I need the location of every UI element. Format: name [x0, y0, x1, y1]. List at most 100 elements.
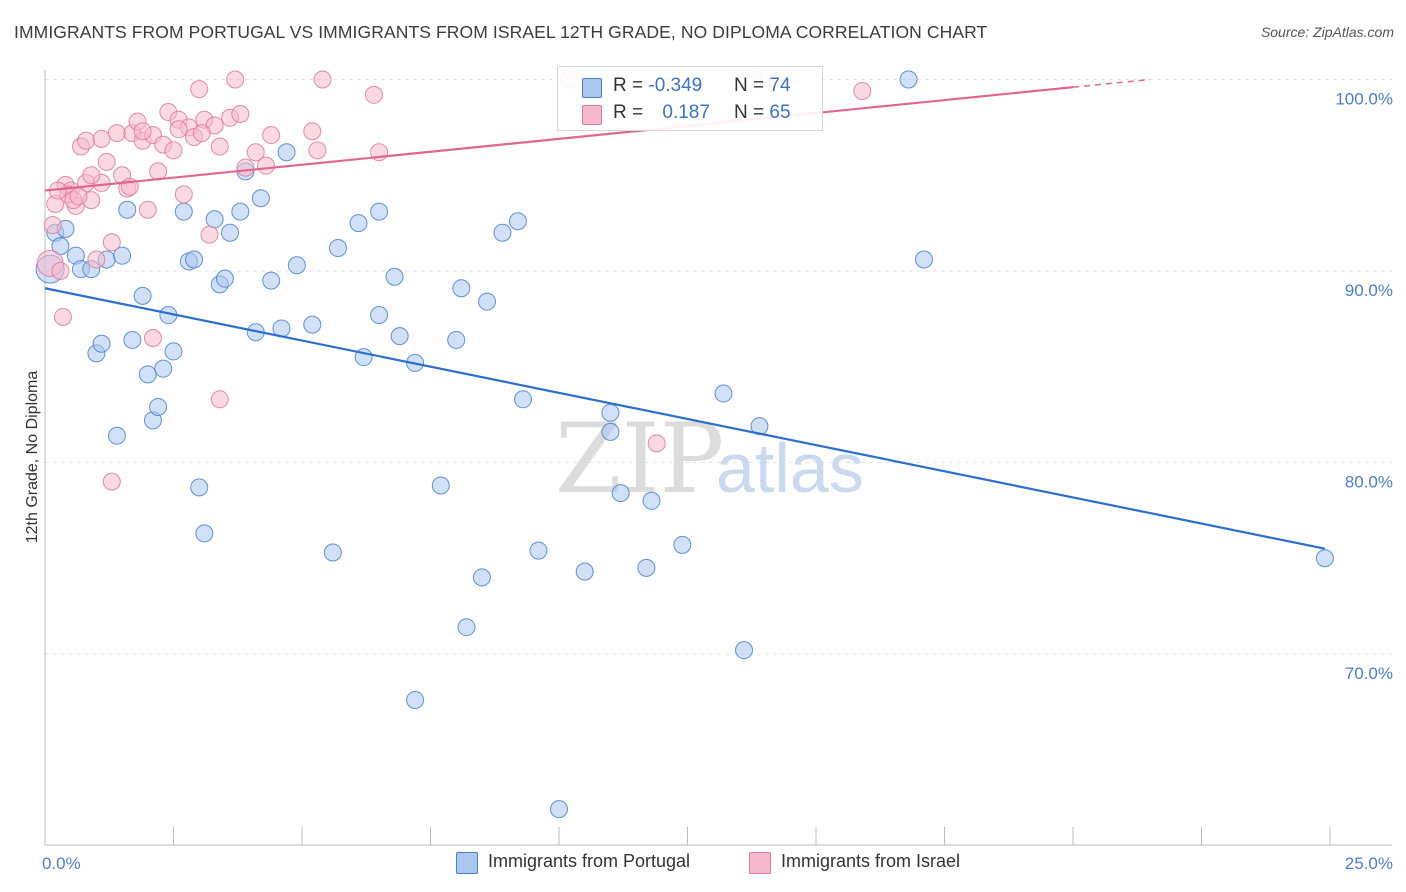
portugal-point-53: [472, 568, 491, 587]
israel-point-54: [102, 472, 121, 491]
chart-title: IMMIGRANTS FROM PORTUGAL VS IMMIGRANTS F…: [14, 22, 988, 42]
israel-point-56: [210, 390, 229, 409]
portugal-point-40: [328, 239, 347, 258]
portugal-point-30: [231, 202, 250, 221]
portugal-point-46: [390, 327, 409, 346]
legend-swatch-portugal: [456, 852, 478, 874]
y-tick-label-2: 80.0%: [1345, 473, 1393, 492]
portugal-point-65: [642, 491, 661, 510]
portugal-point-45: [385, 267, 404, 286]
israel-point-52: [69, 187, 88, 206]
watermark: ZIP atlas: [555, 403, 864, 515]
israel-point-11: [87, 250, 106, 269]
y-tick-label-3: 70.0%: [1345, 664, 1393, 683]
portugal-point-44: [370, 306, 389, 325]
portugal-point-56: [508, 212, 527, 231]
israel-point-22: [138, 200, 157, 219]
portugal-point-24: [190, 478, 209, 497]
legend-label-portugal: Immigrants from Portugal: [488, 851, 691, 871]
portugal-point-21: [174, 202, 193, 221]
israel-point-29: [174, 185, 193, 204]
portugal-point-66: [673, 535, 692, 554]
israel-point-34: [200, 225, 219, 244]
portugal-point-50: [447, 330, 466, 349]
portugal-point-52: [457, 618, 476, 637]
portugal-point-73: [1315, 549, 1334, 568]
israel-point-36: [210, 137, 229, 156]
watermark-zip: ZIP: [555, 403, 724, 515]
x-tick-label-1: 25.0%: [1345, 854, 1393, 873]
trend-line-israel-extension: [1072, 78, 1151, 88]
legend-row-portugal: R = -0.349 N = 74: [558, 75, 822, 103]
israel-point-58: [647, 434, 666, 453]
legend-swatch-israel: [749, 852, 771, 874]
legend-row-israel: R = 0.187 N = 65: [558, 102, 822, 130]
portugal-point-49: [431, 476, 450, 495]
legend-n-portugal: N = 74: [734, 75, 791, 96]
portugal-point-18: [154, 359, 173, 378]
israel-point-27: [164, 141, 183, 160]
portugal-point-43: [370, 202, 389, 221]
israel-point-60: [133, 122, 152, 141]
israel-point-1: [43, 216, 62, 235]
legend-label-israel: Immigrants from Israel: [781, 851, 961, 871]
portugal-point-28: [215, 269, 234, 288]
trend-line-portugal: [44, 287, 1326, 550]
portugal-point-33: [251, 189, 270, 208]
legend-swatch-israel: [582, 105, 602, 125]
watermark-atlas: atlas: [716, 429, 864, 507]
israel-point-15: [102, 233, 121, 252]
legend-n-israel: N = 65: [734, 102, 791, 123]
portugal-point-62: [601, 422, 620, 441]
portugal-point-36: [277, 143, 296, 162]
portugal-point-37: [287, 256, 306, 275]
portugal-point-71: [899, 70, 918, 89]
portugal-point-63: [611, 484, 630, 503]
portugal-point-55: [493, 223, 512, 242]
portugal-point-8: [92, 334, 111, 353]
legend-swatch-portugal: [582, 78, 602, 98]
israel-point-59: [853, 81, 872, 100]
portugal-point-54: [478, 292, 497, 311]
chart-source: Source: ZipAtlas.com: [1260, 24, 1394, 40]
portugal-point-68: [735, 641, 754, 660]
portugal-point-15: [138, 365, 157, 384]
trend-lines: [44, 78, 1326, 550]
israel-point-48: [364, 85, 383, 104]
axes: [44, 70, 1392, 846]
israel-point-49: [53, 307, 72, 326]
portugal-point-11: [113, 246, 132, 265]
israel-point-64: [192, 124, 211, 143]
portugal-point-13: [123, 330, 142, 349]
series-israel-points: [36, 70, 872, 491]
israel-point-14: [97, 152, 116, 171]
israel-point-42: [257, 156, 276, 175]
portugal-point-58: [529, 541, 548, 560]
israel-point-41: [246, 143, 265, 162]
portugal-point-57: [514, 390, 533, 409]
trend-line-israel: [44, 86, 1074, 192]
portugal-point-29: [221, 223, 240, 242]
portugal-point-61: [601, 403, 620, 422]
israel-point-32: [190, 80, 209, 99]
israel-point-40: [236, 158, 255, 177]
portugal-point-23: [185, 250, 204, 269]
israel-point-55: [143, 329, 162, 348]
portugal-point-48: [406, 690, 425, 709]
israel-point-46: [308, 141, 327, 160]
y-tick-labels: 100.0% 90.0% 80.0% 70.0%: [1335, 90, 1393, 684]
israel-point-24: [149, 162, 168, 181]
portugal-point-64: [637, 558, 656, 577]
portugal-point-51: [452, 279, 471, 298]
portugal-point-20: [164, 342, 183, 361]
portugal-point-72: [914, 250, 933, 269]
israel-point-3: [51, 262, 70, 280]
israel-point-43: [262, 126, 281, 145]
y-tick-label-1: 90.0%: [1345, 281, 1393, 300]
legend-r-portugal: R = -0.349: [613, 75, 703, 96]
portugal-point-26: [205, 210, 224, 229]
portugal-point-41: [349, 214, 368, 233]
x-tick-labels: 0.0% 25.0%: [42, 854, 1393, 873]
portugal-point-25: [195, 524, 214, 543]
